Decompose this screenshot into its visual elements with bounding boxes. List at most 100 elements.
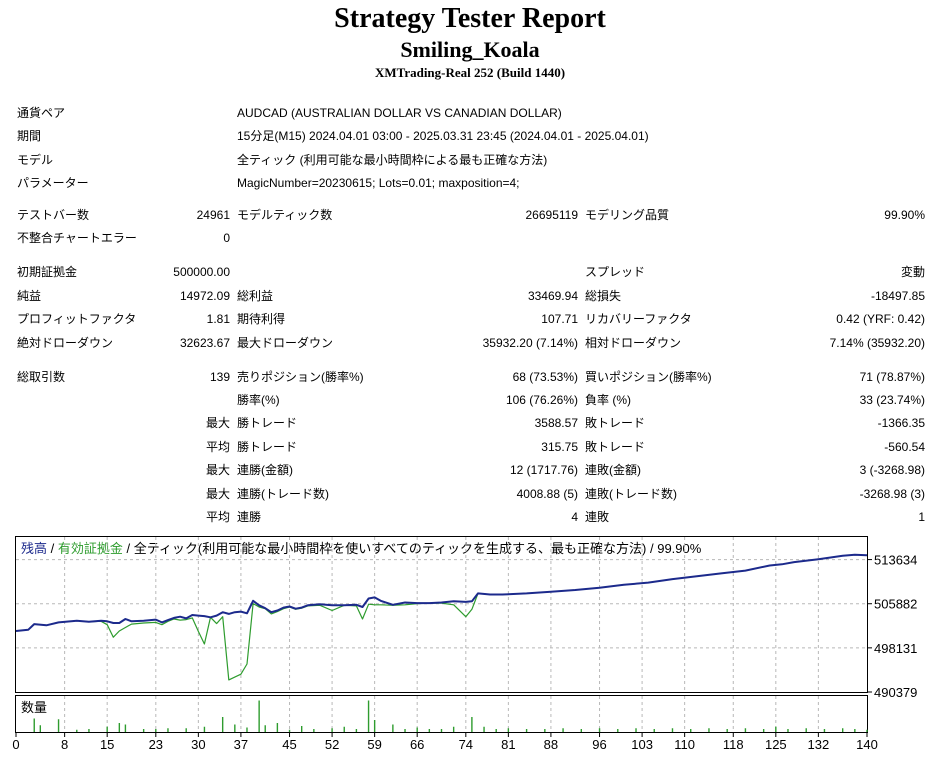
bars-value: 24961 — [196, 208, 230, 222]
long-positions-value: 71 (78.87%) — [859, 370, 925, 384]
y-tick-label: 513634 — [874, 553, 917, 568]
chart-legend: 残高 / 有効証拠金 / 全ティック(利用可能な最小時間枠を使いすべてのティック… — [21, 541, 701, 556]
absolute-drawdown-label: 絶対ドローダウン — [17, 336, 114, 350]
trade-row-prefix: 平均 — [205, 440, 230, 454]
x-tick-label: 0 — [12, 737, 19, 752]
trade-row-label-right: 連敗(トレード数) — [585, 487, 677, 501]
model-label: モデル — [17, 153, 54, 167]
x-tick-label: 110 — [674, 737, 695, 752]
max-drawdown-value: 35932.20 (7.14%) — [482, 336, 578, 350]
x-tick-label: 37 — [234, 737, 248, 752]
x-tick-label: 140 — [856, 737, 878, 752]
trade-row-label-left: 連勝(トレード数) — [237, 487, 329, 501]
trade-row-value-left: 4 — [571, 510, 578, 524]
trade-row-value-right: -3268.98 (3) — [859, 487, 925, 501]
x-tick-label: 88 — [544, 737, 558, 752]
ticks-value: 26695119 — [525, 208, 579, 222]
trade-row-label-left: 勝トレード — [237, 416, 298, 430]
ticks-label: モデルティック数 — [237, 208, 333, 222]
loss-rate-label: 負率 (%) — [585, 393, 631, 407]
net-profit-label: 純益 — [17, 289, 42, 303]
server-build: XMTrading-Real 252 (Build 1440) — [374, 65, 566, 80]
expected-payoff-label: 期待利得 — [237, 312, 286, 326]
gross-loss-label: 総損失 — [585, 289, 622, 303]
loss-rate-value: 33 (23.74%) — [859, 393, 925, 407]
trade-row-prefix: 最大 — [205, 463, 230, 477]
short-positions-value: 68 (73.53%) — [512, 370, 578, 384]
x-tick-label: 118 — [723, 737, 744, 752]
win-rate-label: 勝率(%) — [237, 393, 280, 407]
expected-payoff-value: 107.71 — [541, 312, 578, 326]
trade-row-value-left: 3588.57 — [534, 416, 578, 430]
volume-label: 数量 — [21, 700, 48, 715]
net-profit-value: 14972.09 — [179, 289, 230, 303]
gross-loss-value: -18497.85 — [870, 289, 925, 303]
recovery-factor-label: リカバリーファクタ — [585, 312, 692, 326]
symbol-value: AUDCAD (AUSTRALIAN DOLLAR VS CANADIAN DO… — [237, 106, 562, 120]
trade-row-value-right: 1 — [918, 510, 925, 524]
trade-row-prefix: 最大 — [205, 416, 230, 430]
x-tick-label: 45 — [282, 737, 296, 752]
deposit-label: 初期証拠金 — [17, 265, 78, 279]
win-rate-value: 106 (76.26%) — [505, 393, 578, 407]
legend-separator: / — [47, 541, 58, 556]
trade-row-prefix: 最大 — [205, 487, 230, 501]
gross-profit-value: 33469.94 — [527, 289, 578, 303]
trade-row-prefix: 平均 — [205, 510, 230, 524]
spread-label: スプレッド — [585, 265, 646, 279]
trade-row-label-right: 連敗 — [585, 510, 610, 524]
legend-balance: 残高 — [21, 541, 48, 556]
deposit-value: 500000.00 — [173, 265, 230, 279]
x-tick-label: 23 — [149, 737, 163, 752]
x-tick-label: 66 — [410, 737, 424, 752]
x-tick-label: 8 — [61, 737, 68, 752]
volume-chart: 数量 — [15, 695, 868, 733]
ea-name: Smiling_Koala — [400, 37, 540, 62]
relative-drawdown-label: 相対ドローダウン — [585, 336, 682, 350]
errors-label: 不整合チャートエラー — [17, 231, 137, 245]
bars-label: テストバー数 — [17, 208, 90, 222]
x-tick-label: 59 — [367, 737, 381, 752]
equity-line — [15, 554, 868, 681]
balance-line — [15, 553, 868, 632]
y-tick-label: 498131 — [874, 641, 917, 656]
spread-value: 変動 — [900, 265, 925, 279]
x-tick-label: 125 — [765, 737, 787, 752]
profit-factor-value: 1.81 — [206, 312, 230, 326]
period-value: 15分足(M15) 2024.04.01 03:00 - 2025.03.31 … — [237, 129, 649, 143]
model-value: 全ティック (利用可能な最小時間枠による最も正確な方法) — [237, 153, 548, 167]
profit-factor-label: プロフィットファクタ — [17, 312, 137, 326]
x-tick-label: 74 — [459, 737, 473, 752]
recovery-factor-value: 0.42 (YRF: 0.42) — [836, 312, 925, 326]
trade-row-label-right: 敗トレード — [585, 440, 646, 454]
total-trades-label: 総取引数 — [17, 370, 66, 384]
x-tick-label: 103 — [631, 737, 653, 752]
long-positions-label: 買いポジション(勝率%) — [585, 370, 712, 384]
total-trades-value: 139 — [209, 370, 230, 384]
x-tick-label: 81 — [501, 737, 515, 752]
balance-chart: 残高 / 有効証拠金 / 全ティック(利用可能な最小時間枠を使いすべてのティック… — [15, 536, 868, 693]
trade-row-label-left: 連勝 — [237, 510, 262, 524]
period-label: 期間 — [17, 129, 42, 143]
max-drawdown-label: 最大ドローダウン — [237, 336, 334, 350]
legend-equity: 有効証拠金 — [57, 541, 123, 556]
trade-row-value-left: 12 (1717.76) — [509, 463, 578, 477]
trade-row-label-left: 勝トレード — [237, 440, 298, 454]
quality-value: 99.90% — [884, 208, 925, 222]
trade-row-label-left: 連勝(金額) — [237, 463, 293, 477]
parameters-label: パラメーター — [17, 176, 89, 190]
y-tick-label: 490379 — [874, 685, 917, 700]
y-tick-label: 505882 — [874, 597, 917, 612]
trade-row-value-right: 3 (-3268.98) — [859, 463, 925, 477]
absolute-drawdown-value: 32623.67 — [179, 336, 230, 350]
x-tick-label: 30 — [191, 737, 205, 752]
relative-drawdown-value: 7.14% (35932.20) — [829, 336, 925, 350]
x-tick-label: 52 — [325, 737, 339, 752]
trade-row-value-right: -560.54 — [884, 440, 925, 454]
trade-row-label-right: 連敗(金額) — [585, 463, 641, 477]
errors-value: 0 — [223, 231, 230, 245]
trade-row-value-right: -1366.35 — [877, 416, 925, 430]
x-tick-label: 132 — [808, 737, 830, 752]
parameters-value: MagicNumber=20230615; Lots=0.01; maxposi… — [237, 176, 520, 190]
